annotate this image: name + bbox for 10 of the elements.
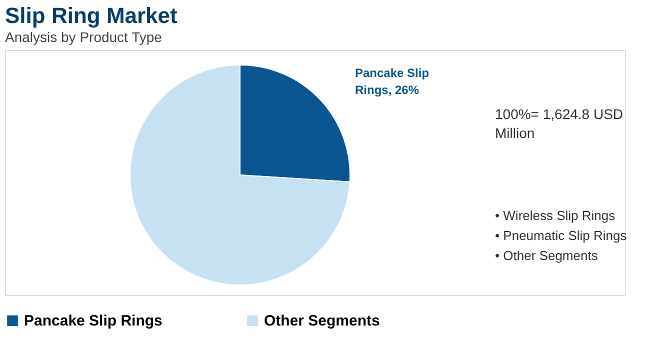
legend-label: Other Segments [264, 312, 380, 330]
text: 100%= 1,624.8 USD Million [495, 106, 624, 141]
text: • Pneumatic Slip Rings [495, 228, 628, 243]
pie-slice [130, 64, 350, 286]
chart-title: Slip Ring Market [5, 3, 178, 28]
chart-subtitle: Analysis by Product Type [5, 29, 162, 45]
legend-label: Pancake Slip Rings [24, 312, 162, 330]
text: • Wireless Slip Rings [495, 208, 616, 223]
text: • Other Segments [495, 248, 598, 263]
text: Pancake Slip Rings, 26% [355, 66, 430, 97]
